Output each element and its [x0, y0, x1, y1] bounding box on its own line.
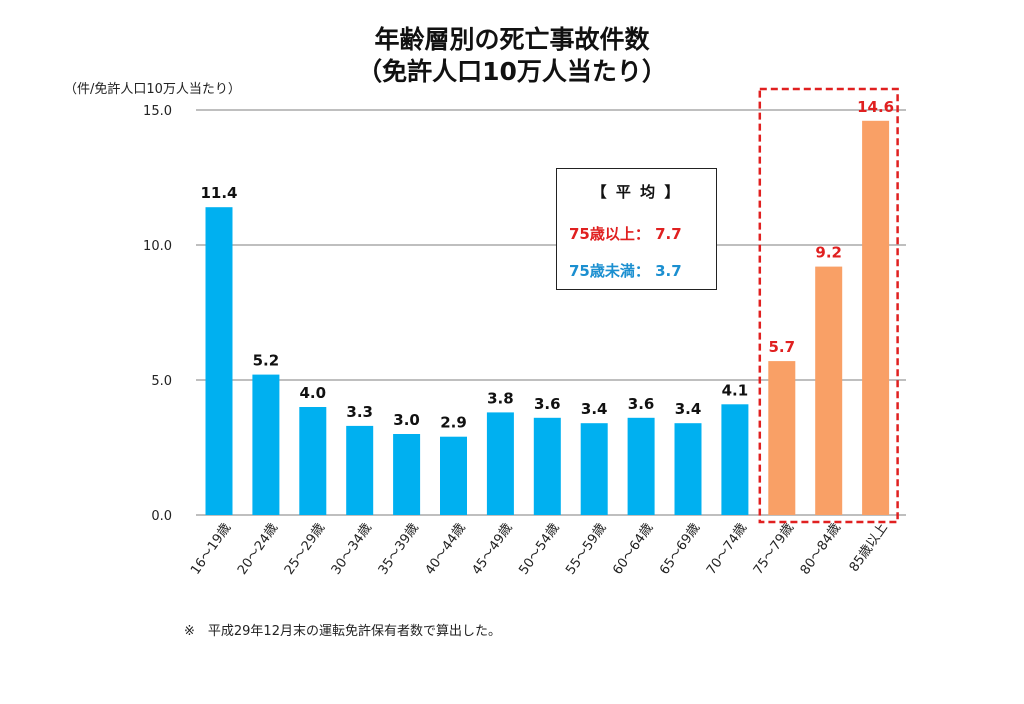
bar	[815, 266, 843, 515]
bar-value-label: 11.4	[200, 184, 237, 202]
x-category-label: 70～74歳	[704, 521, 750, 578]
x-category-label: 16～19歳	[188, 521, 234, 578]
average-legend-box: 【 平 均 】 75歳以上： 7.7 75歳未満： 3.7	[556, 168, 717, 290]
legend-row-75plus: 75歳以上： 7.7	[569, 223, 682, 244]
x-category-label: 65～69歳	[657, 521, 703, 578]
bar	[627, 417, 655, 515]
bar	[205, 207, 233, 515]
bar	[862, 120, 890, 516]
bar-value-label: 2.9	[440, 414, 467, 432]
bar	[768, 361, 796, 515]
x-category-label: 60～64歳	[610, 521, 656, 578]
legend-75plus-label: 75歳以上：	[569, 225, 650, 243]
bar-value-label: 14.6	[857, 98, 894, 116]
bar-value-label: 3.6	[628, 395, 655, 413]
legend-under75-label: 75歳未満：	[569, 262, 650, 280]
x-category-label: 80～84歳	[798, 521, 844, 578]
y-tick-label: 15.0	[143, 104, 172, 119]
bar-value-label: 4.0	[300, 384, 327, 402]
bar	[486, 412, 514, 515]
bar-value-label: 3.4	[675, 400, 702, 418]
bar-value-label: 4.1	[722, 381, 749, 399]
x-category-label: 50～54歳	[516, 521, 562, 578]
legend-75plus-value: 7.7	[655, 225, 682, 243]
bar	[299, 407, 327, 515]
legend-title: 【 平 均 】	[591, 183, 682, 201]
bar	[393, 434, 421, 515]
x-category-label: 85歳以上	[847, 521, 891, 575]
legend-under75-value: 3.7	[655, 262, 682, 280]
x-category-label: 75～79歳	[751, 521, 797, 578]
bar-value-label: 3.4	[581, 400, 608, 418]
highlight-box-75plus	[758, 87, 899, 524]
footnote: ※ 平成29年12月末の運転免許保有者数で算出した。	[184, 624, 501, 639]
chart-title-line2: （免許人口10万人当たり）	[357, 57, 667, 86]
x-category-label: 45～49歳	[469, 521, 515, 578]
x-category-label: 55～59歳	[563, 521, 609, 578]
bar	[674, 423, 702, 515]
y-axis-label: （件/免許人口10万人当たり）	[64, 82, 241, 97]
bar	[721, 404, 749, 515]
bar-value-label: 3.6	[534, 395, 561, 413]
x-category-label: 20～24歳	[235, 521, 281, 578]
x-category-label: 25～29歳	[282, 521, 328, 578]
legend-row-under75: 75歳未満： 3.7	[569, 260, 682, 281]
bar	[580, 423, 608, 515]
bar-value-label: 3.8	[487, 389, 514, 407]
bar-value-label: 5.2	[253, 352, 280, 370]
bar	[346, 425, 374, 515]
bar	[440, 436, 467, 515]
x-category-label: 40～44歳	[423, 521, 469, 578]
bar-value-label: 5.7	[769, 338, 796, 356]
y-tick-label: 0.0	[151, 509, 172, 524]
bar-value-label: 3.0	[393, 411, 420, 429]
y-tick-label: 5.0	[151, 374, 172, 389]
y-tick-label: 10.0	[143, 239, 172, 254]
bar	[533, 417, 561, 515]
x-category-label: 35～39歳	[376, 521, 422, 578]
chart-title-line1: 年齢層別の死亡事故件数	[374, 25, 650, 54]
bar-value-label: 3.3	[346, 403, 373, 421]
bar	[252, 374, 280, 515]
x-category-label: 30～34歳	[329, 521, 375, 578]
bar-value-label: 9.2	[815, 244, 842, 262]
